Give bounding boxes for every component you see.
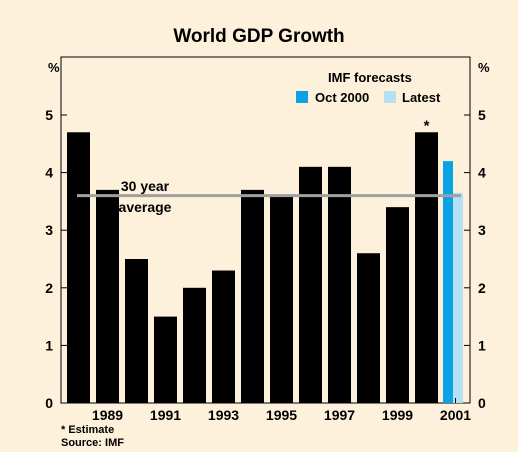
average-label-line2: average xyxy=(119,199,172,215)
bar-1995 xyxy=(270,195,293,403)
bar-1998 xyxy=(357,253,380,403)
bar-1990 xyxy=(125,259,148,403)
y-tick-label-right-5: 5 xyxy=(478,107,486,123)
bar-1999 xyxy=(386,207,409,403)
x-tick-label-2001: 2001 xyxy=(440,407,471,423)
y-tick-label-right-1: 1 xyxy=(478,337,486,353)
bar-2000 xyxy=(415,132,438,403)
y-axis-unit-right: % xyxy=(478,60,490,75)
bar-1989 xyxy=(96,189,119,403)
chart-notes: * Estimate Source: IMF xyxy=(61,424,124,450)
bar-1996 xyxy=(299,166,322,403)
legend-label-oct2000: Oct 2000 xyxy=(315,90,369,105)
legend-label-latest: Latest xyxy=(402,90,441,105)
y-tick-label-left-3: 3 xyxy=(45,222,53,238)
legend-swatch-latest xyxy=(384,91,396,103)
y-axis-unit-left: % xyxy=(48,60,60,75)
bar-forecast-latest xyxy=(453,192,463,403)
y-tick-label-right-3: 3 xyxy=(478,222,486,238)
x-tick-label-1991: 1991 xyxy=(150,407,181,423)
bar-1993 xyxy=(212,270,235,403)
y-tick-label-left-4: 4 xyxy=(45,165,53,181)
average-label-line1: 30 year xyxy=(121,178,170,194)
x-tick-label-1997: 1997 xyxy=(324,407,355,423)
bar-1994 xyxy=(241,189,264,403)
y-tick-label-right-0: 0 xyxy=(478,395,486,411)
legend-swatch-oct2000 xyxy=(296,91,308,103)
bar-1988 xyxy=(67,132,90,403)
note-estimate: * Estimate xyxy=(61,424,115,436)
estimate-marker: * xyxy=(424,117,430,134)
y-tick-label-left-5: 5 xyxy=(45,107,53,123)
y-tick-label-right-2: 2 xyxy=(478,280,486,296)
bar-1991 xyxy=(154,316,177,403)
x-tick-label-1995: 1995 xyxy=(266,407,297,423)
x-tick-label-1993: 1993 xyxy=(208,407,239,423)
y-tick-label-right-4: 4 xyxy=(478,165,486,181)
bar-forecast-oct2000 xyxy=(443,161,453,403)
y-tick-label-left-1: 1 xyxy=(45,337,53,353)
x-tick-label-1999: 1999 xyxy=(382,407,413,423)
x-tick-label-1989: 1989 xyxy=(92,407,123,423)
legend-title: IMF forecasts xyxy=(328,70,412,85)
note-source: Source: IMF xyxy=(61,437,124,449)
bars-group xyxy=(67,132,463,403)
y-tick-label-left-2: 2 xyxy=(45,280,53,296)
y-tick-label-left-0: 0 xyxy=(45,395,53,411)
bar-1997 xyxy=(328,166,351,403)
ticks-group: 0 0 1 1 2 2 3 3 4 4 5 5 1989 1991 1993 1995 1997 1999 2001 xyxy=(45,107,486,423)
bar-1992 xyxy=(183,287,206,403)
chart-title: World GDP Growth xyxy=(173,26,345,47)
